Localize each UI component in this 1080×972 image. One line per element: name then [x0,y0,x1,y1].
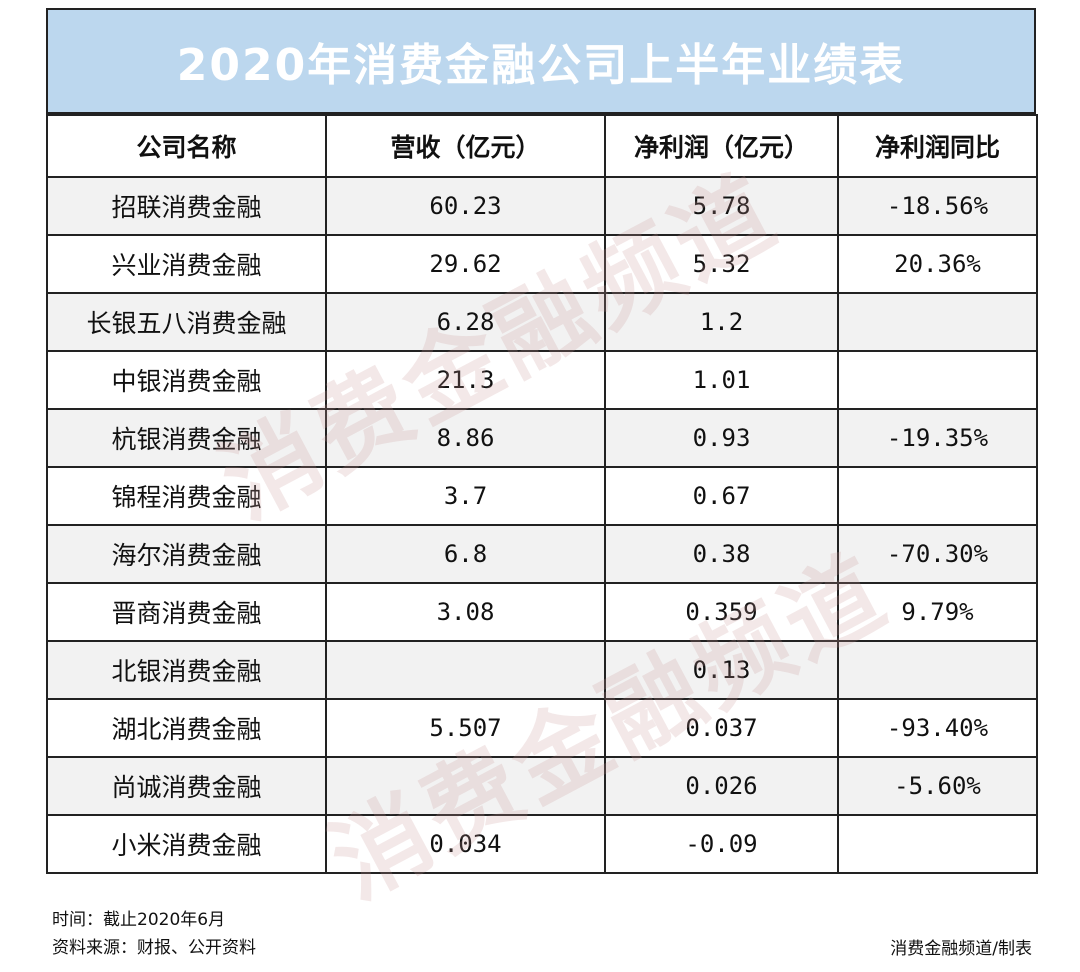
table-row: 锦程消费金融 3.7 0.67 [46,466,1038,526]
table-row: 北银消费金融 0.13 [46,640,1038,700]
cell-revenue: 21.3 [325,350,606,410]
table-title: 2020年消费金融公司上半年业绩表 [176,40,906,91]
cell-revenue: 6.28 [325,292,606,352]
cell-net-profit: 0.037 [604,698,839,758]
cell-company: 长银五八消费金融 [46,292,327,352]
table-row: 尚诚消费金融 0.026 -5.60% [46,756,1038,816]
cell-profit-yoy: -70.30% [837,524,1038,584]
cell-profit-yoy [837,640,1038,700]
table-row: 杭银消费金融 8.86 0.93 -19.35% [46,408,1038,468]
cell-profit-yoy: 20.36% [837,234,1038,294]
cell-revenue: 8.86 [325,408,606,468]
cell-revenue: 29.62 [325,234,606,294]
performance-table: 公司名称 营收（亿元） 净利润（亿元） 净利润同比 招联消费金融 60.23 5.7… [46,114,1038,874]
cell-company: 兴业消费金融 [46,234,327,294]
footer-time: 时间：截止2020年6月 [52,910,226,930]
title-bar: 2020年消费金融公司上半年业绩表 [46,8,1036,114]
cell-revenue [325,640,606,700]
footer-notes: 时间：截止2020年6月 资料来源：财报、公开资料 [52,906,256,962]
cell-net-profit: 0.38 [604,524,839,584]
cell-profit-yoy [837,466,1038,526]
cell-net-profit: -0.09 [604,814,839,874]
cell-company: 尚诚消费金融 [46,756,327,816]
table-row: 兴业消费金融 29.62 5.32 20.36% [46,234,1038,294]
cell-revenue: 6.8 [325,524,606,584]
cell-net-profit: 1.2 [604,292,839,352]
cell-net-profit: 1.01 [604,350,839,410]
cell-profit-yoy: -5.60% [837,756,1038,816]
cell-revenue: 3.7 [325,466,606,526]
cell-profit-yoy [837,814,1038,874]
table-row: 中银消费金融 21.3 1.01 [46,350,1038,410]
cell-company: 湖北消费金融 [46,698,327,758]
table-body: 招联消费金融 60.23 5.78 -18.56% 兴业消费金融 29.62 5.32 20.… [46,176,1038,874]
cell-company: 中银消费金融 [46,350,327,410]
cell-net-profit: 0.13 [604,640,839,700]
cell-profit-yoy [837,292,1038,352]
cell-company: 北银消费金融 [46,640,327,700]
cell-net-profit: 0.67 [604,466,839,526]
table-row: 海尔消费金融 6.8 0.38 -70.30% [46,524,1038,584]
cell-revenue: 3.08 [325,582,606,642]
table-row: 小米消费金融 0.034 -0.09 [46,814,1038,874]
cell-profit-yoy: -18.56% [837,176,1038,236]
cell-net-profit: 0.93 [604,408,839,468]
cell-profit-yoy: 9.79% [837,582,1038,642]
cell-company: 晋商消费金融 [46,582,327,642]
footer-source: 资料来源：财报、公开资料 [52,938,256,958]
cell-net-profit: 0.026 [604,756,839,816]
cell-profit-yoy: -19.35% [837,408,1038,468]
header-profit-yoy: 净利润同比 [837,114,1038,178]
cell-company: 小米消费金融 [46,814,327,874]
cell-company: 招联消费金融 [46,176,327,236]
table-row: 湖北消费金融 5.507 0.037 -93.40% [46,698,1038,758]
table-row: 招联消费金融 60.23 5.78 -18.56% [46,176,1038,236]
cell-profit-yoy [837,350,1038,410]
cell-revenue [325,756,606,816]
cell-net-profit: 5.32 [604,234,839,294]
header-row: 公司名称 营收（亿元） 净利润（亿元） 净利润同比 [46,114,1038,178]
cell-company: 锦程消费金融 [46,466,327,526]
cell-company: 海尔消费金融 [46,524,327,584]
header-net-profit: 净利润（亿元） [604,114,839,178]
cell-profit-yoy: -93.40% [837,698,1038,758]
cell-revenue: 0.034 [325,814,606,874]
cell-company: 杭银消费金融 [46,408,327,468]
cell-net-profit: 0.359 [604,582,839,642]
header-revenue: 营收（亿元） [325,114,606,178]
performance-sheet: 2020年消费金融公司上半年业绩表 公司名称 营收（亿元） 净利润（亿元） 净利… [46,8,1038,874]
table-row: 长银五八消费金融 6.28 1.2 [46,292,1038,352]
footer-credit: 消费金融频道/制表 [890,939,1032,959]
header-company: 公司名称 [46,114,327,178]
cell-net-profit: 5.78 [604,176,839,236]
cell-revenue: 5.507 [325,698,606,758]
cell-revenue: 60.23 [325,176,606,236]
table-row: 晋商消费金融 3.08 0.359 9.79% [46,582,1038,642]
